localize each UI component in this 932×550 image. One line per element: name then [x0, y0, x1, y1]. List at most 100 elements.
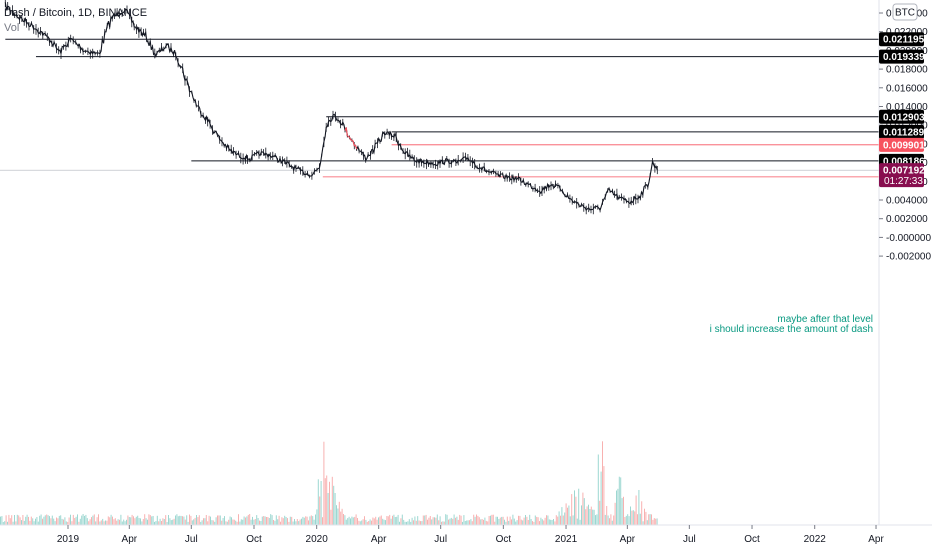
volume-bar	[541, 519, 543, 525]
volume-bar	[604, 514, 606, 525]
y-tick-label: -0.000000	[886, 233, 931, 244]
volume-bar	[107, 516, 109, 525]
volume-bar	[481, 519, 483, 525]
y-tick-label: 0.002000	[886, 214, 928, 225]
volume-bar	[197, 517, 199, 525]
volume-bar	[497, 516, 498, 525]
volume-bar	[159, 518, 161, 525]
volume-bar	[12, 521, 14, 525]
volume-bar	[466, 520, 468, 525]
volume-bar	[600, 471, 602, 525]
x-tick-label: Apr	[371, 534, 387, 545]
volume-bar	[204, 518, 206, 525]
volume-bar	[137, 515, 139, 525]
volume-bar	[32, 518, 34, 525]
volume-bar	[410, 521, 412, 525]
volume-bar	[256, 515, 258, 525]
volume-bar	[653, 518, 655, 525]
volume-bar	[443, 521, 445, 525]
volume-bar	[484, 517, 486, 525]
volume-label: Vol	[4, 22, 19, 34]
volume-bar	[373, 518, 375, 525]
volume-bar	[572, 515, 574, 525]
volume-bar	[123, 519, 125, 525]
volume-bar	[439, 516, 441, 525]
volume-bar	[180, 515, 182, 525]
volume-bar	[28, 516, 29, 525]
x-tick-label: 2022	[804, 534, 827, 545]
volume-bar	[429, 516, 431, 525]
volume-bar	[520, 519, 522, 525]
volume-bar	[301, 518, 302, 525]
time-axis[interactable]: 2019 Apr Jul Oct 2020 Apr Jul Oct 2021 Apr Jul Oct 2…	[57, 525, 885, 545]
volume-bar	[233, 519, 235, 525]
volume-bar	[560, 515, 561, 525]
volume-bar	[260, 521, 262, 525]
volume-bar	[530, 519, 532, 525]
x-tick-label: Oct	[496, 534, 512, 545]
volume-bar	[599, 500, 601, 525]
volume-bar	[277, 519, 279, 525]
volume-bar	[198, 515, 200, 525]
volume-bar	[275, 515, 277, 525]
volume-bar	[229, 516, 231, 525]
volume-bar	[71, 521, 73, 525]
level-tag-bg	[879, 49, 924, 64]
volume-bar	[522, 520, 524, 525]
volume-bar	[61, 518, 63, 525]
volume-bar	[96, 517, 98, 525]
volume-bar	[403, 519, 405, 525]
volume-bar	[324, 478, 326, 525]
volume-bar	[270, 514, 272, 525]
volume-bar	[316, 509, 318, 525]
volume-bar	[490, 515, 491, 525]
volume-bar	[320, 481, 322, 525]
volume-bar	[292, 521, 294, 525]
volume-bar	[329, 481, 330, 525]
last-price-label: 0.007192	[883, 166, 925, 177]
horizontal-levels[interactable]	[0, 38, 879, 178]
volume-bar	[88, 521, 90, 525]
volume-bar	[343, 514, 344, 525]
volume-bar	[224, 516, 225, 525]
annotation-line-1[interactable]: maybe after that level	[777, 314, 873, 325]
currency-button[interactable]: BTC	[892, 3, 918, 21]
volume-bar	[627, 514, 629, 525]
price-line-red-segment	[344, 127, 358, 150]
volume-bar	[0, 516, 1, 525]
volume-bar	[308, 520, 309, 525]
volume-bar	[162, 518, 164, 525]
volume-bar	[278, 515, 280, 525]
volume-bar	[313, 519, 315, 525]
volume-bar	[408, 519, 410, 525]
volume-bar	[330, 509, 332, 525]
volume-bar	[576, 518, 578, 525]
annotation-line-2[interactable]: i should increase the amount of dash	[710, 324, 873, 335]
volume-bar	[296, 519, 298, 525]
volume-bar	[44, 515, 46, 525]
volume-bar	[583, 498, 585, 525]
volume-bar	[641, 501, 643, 525]
volume-bar	[315, 514, 316, 525]
volume-bar	[201, 520, 203, 525]
volume-bar	[295, 521, 297, 525]
volume-bar	[618, 476, 620, 525]
volume-bar	[546, 515, 547, 525]
volume-bar	[166, 522, 168, 525]
volume-bar	[508, 520, 510, 525]
volume-bar	[422, 515, 424, 525]
volume-bar	[253, 519, 255, 525]
x-tick-label: Apr	[868, 534, 884, 545]
volume-bar	[4, 521, 6, 525]
volume-bar	[79, 518, 81, 525]
volume-bar	[196, 515, 197, 525]
volume-bar	[631, 510, 633, 525]
volume-bar	[558, 511, 560, 525]
volume-bar	[469, 520, 470, 525]
volume-bar	[523, 517, 525, 525]
volume-bar	[18, 515, 20, 525]
volume-bar	[394, 517, 396, 525]
volume-bar	[68, 517, 70, 525]
volume-bar	[21, 520, 22, 525]
